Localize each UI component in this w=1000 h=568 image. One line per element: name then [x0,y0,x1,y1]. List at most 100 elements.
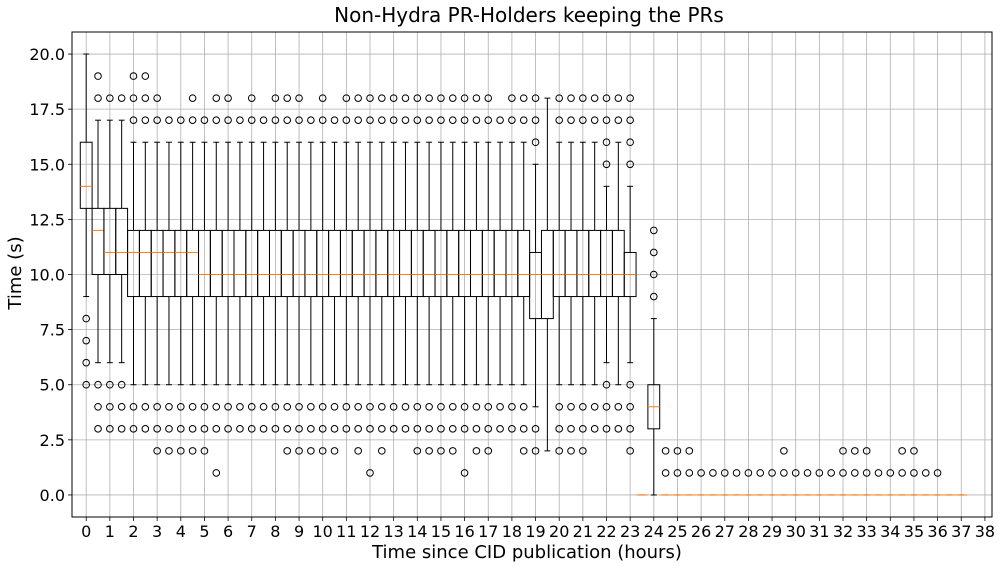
outlier-point [165,402,173,411]
box-group [611,94,625,433]
x-tick-label: 21 [573,522,593,541]
box-group [209,94,223,477]
outlier-point [661,469,670,477]
y-tick-label: 10.0 [29,266,65,285]
outlier-point [602,160,611,169]
outlier-point [389,94,398,102]
outlier-point [247,94,256,102]
box [375,229,389,298]
outlier-point [472,447,481,455]
box [493,229,507,298]
outlier-point [129,72,138,80]
outlier-point [626,116,634,124]
x-tick-label: 3 [152,522,162,541]
box [186,229,200,298]
outlier-point [366,469,374,477]
outlier-point [106,380,114,389]
outlier-point [378,402,386,411]
outlier-point [496,402,504,411]
outlier-point [413,402,422,411]
x-tick-label: 4 [176,522,186,541]
x-tick-label: 2 [128,522,138,541]
outlier-point [496,425,504,433]
box-group [339,94,353,433]
x-tick-label: 34 [880,522,900,541]
outlier-point [910,447,918,455]
box-group [837,447,849,496]
outlier-point [212,402,221,411]
outlier-point [354,94,362,102]
outlier-point [94,72,102,80]
outlier-point [259,402,268,411]
outlier-point [413,116,422,124]
outlier-point [295,425,303,433]
box-group [399,94,412,433]
outlier-point [141,116,150,124]
outlier-point [815,469,824,477]
outlier-point [590,116,599,124]
outlier-point [673,469,682,477]
outlier-point [602,425,611,433]
outlier-point [851,469,859,477]
outlier-point [165,425,173,433]
outlier-point [129,116,138,124]
box-group [671,447,684,496]
outlier-point [283,116,292,124]
outlier-point [188,116,197,124]
x-tick-label: 20 [549,522,569,541]
outlier-point [271,94,280,102]
outlier-point [259,116,268,124]
outlier-point [437,116,445,124]
outlier-point [378,116,386,124]
outlier-point [780,469,788,477]
outlier-point [531,447,540,455]
outlier-point [401,425,410,433]
y-tick-label: 5.0 [40,376,65,395]
outlier-point [649,270,658,279]
x-tick-label: 36 [927,522,947,541]
outlier-point [413,425,422,433]
box-group [540,97,554,452]
box-group [730,469,743,496]
outlier-point [366,116,374,124]
box [470,229,483,298]
box-group [801,469,814,496]
x-tick-label: 7 [247,522,257,541]
outlier-point [318,94,327,102]
outlier-point [165,116,173,124]
y-axis-label: Time (s) [5,236,26,310]
box-group [245,94,259,433]
x-tick-label: 26 [691,522,711,541]
box [233,229,247,298]
outlier-point [685,447,694,455]
outlier-point [508,402,516,411]
outlier-point [437,425,445,433]
outlier-point [366,94,374,102]
x-tick-label: 25 [667,522,687,541]
outlier-point [212,469,221,477]
outlier-point [484,116,493,124]
outlier-point [271,402,280,411]
outlier-point [673,447,682,455]
outlier-point [614,402,623,411]
outlier-point [129,94,138,102]
x-tick-label: 6 [223,522,233,541]
y-tick-label: 2.5 [40,431,65,450]
outlier-point [378,425,386,433]
outlier-point [933,469,942,477]
outlier-point [117,402,126,411]
x-tick-label: 29 [762,522,782,541]
outlier-point [283,425,292,433]
x-tick-label: 11 [336,522,356,541]
outlier-point [295,116,303,124]
y-tick-label: 12.5 [29,210,65,229]
outlier-point [484,447,493,455]
box-group [860,447,873,496]
box-group [588,94,602,433]
outlier-point [342,425,351,433]
outlier-point [425,116,433,124]
outlier-point [567,447,575,455]
y-tick-label: 0.0 [40,486,65,505]
box [446,229,460,298]
box [611,229,625,298]
